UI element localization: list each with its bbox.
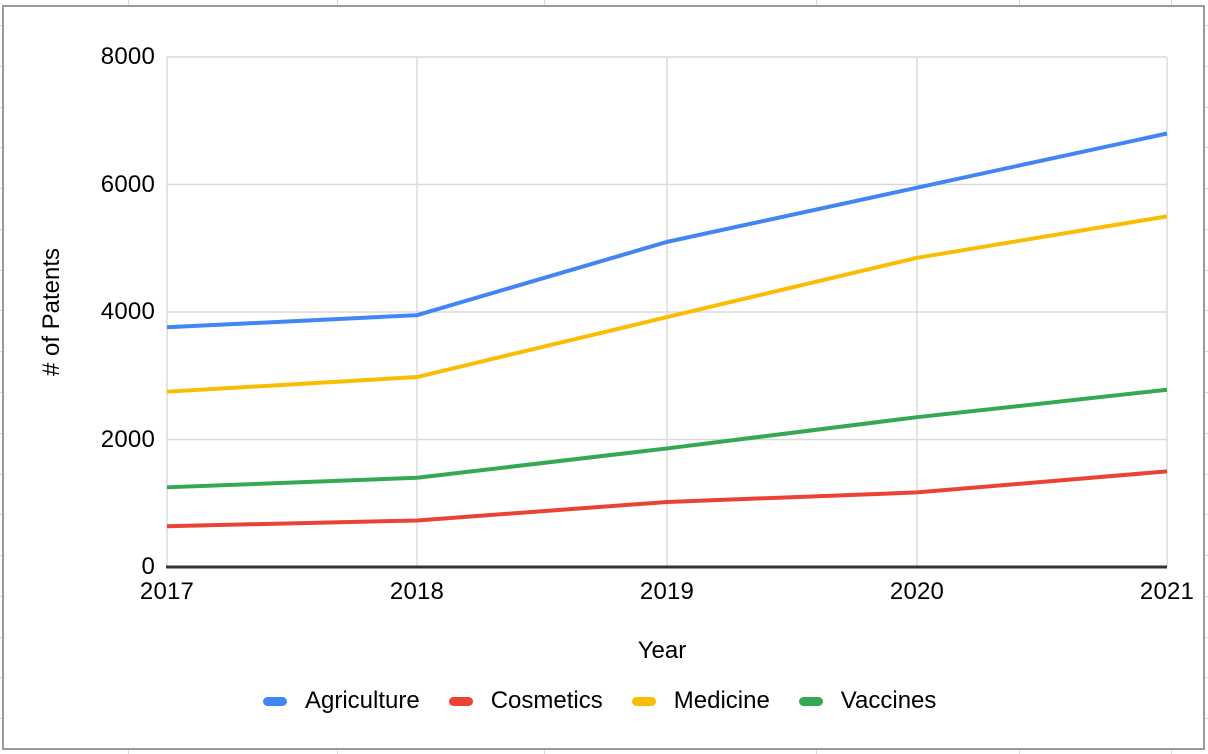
chart-object[interactable] — [2, 5, 1205, 750]
